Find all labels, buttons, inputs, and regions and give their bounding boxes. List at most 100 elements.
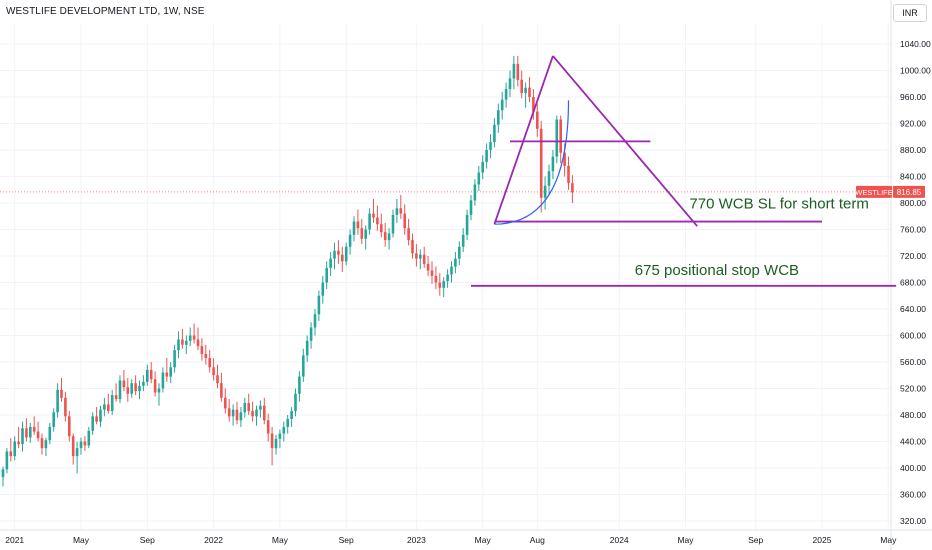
candle — [32, 416, 36, 435]
candle-body — [68, 416, 71, 437]
candle — [407, 218, 410, 246]
candle-body — [36, 431, 40, 439]
candle — [360, 218, 364, 245]
candle — [21, 421, 24, 452]
candle-body — [403, 213, 406, 229]
candle — [64, 391, 67, 422]
candle-body — [110, 395, 114, 412]
candle-body — [200, 346, 204, 355]
candle — [122, 369, 126, 392]
candle-body — [411, 240, 414, 254]
candle-body — [114, 395, 118, 400]
arc-curve — [494, 100, 570, 225]
annotation-label: 770 WCB SL for short term — [689, 195, 869, 212]
candle-body — [146, 369, 149, 382]
last-price-label: 816.85 — [897, 188, 922, 197]
candle-body — [399, 208, 403, 214]
candle-body — [516, 63, 520, 80]
candle-body — [380, 224, 383, 233]
candle-body — [188, 335, 192, 341]
candle — [341, 246, 344, 272]
candle-body — [64, 397, 67, 417]
y-tick-label: 880.00 — [900, 145, 926, 155]
candle-body — [91, 416, 94, 431]
x-axis: 2021 May Sep 2022 May Sep 2023 May Aug 2024 May Sep… — [5, 535, 897, 545]
candle — [290, 407, 293, 427]
candle — [56, 383, 59, 418]
candle — [356, 209, 360, 235]
candle — [500, 91, 504, 120]
candle-body — [298, 376, 301, 394]
candle — [224, 388, 227, 414]
y-tick-label: 1000.00 — [900, 66, 931, 76]
candle-body — [469, 200, 473, 215]
y-tick-label: 600.00 — [900, 331, 926, 341]
candle — [536, 103, 539, 137]
candle — [17, 426, 20, 449]
candle — [204, 344, 208, 365]
candle-body — [75, 448, 79, 457]
candle-body — [309, 327, 313, 341]
candle — [380, 213, 383, 238]
candle — [348, 229, 352, 255]
candle-body — [142, 381, 145, 386]
currency-selector[interactable]: INR — [893, 4, 927, 22]
x-tick-label: Sep — [748, 535, 763, 545]
candle-body — [21, 428, 24, 445]
candle — [1, 466, 5, 487]
candle-body — [500, 99, 504, 111]
candle — [247, 393, 250, 415]
candle — [430, 261, 434, 284]
candle — [344, 242, 348, 266]
candle — [524, 82, 527, 108]
candle — [298, 371, 301, 402]
candle-body — [450, 266, 453, 275]
candle-body — [149, 369, 153, 380]
candle — [138, 380, 141, 400]
candle-body — [247, 403, 250, 412]
candle — [146, 364, 149, 386]
candle — [422, 246, 426, 268]
candle-body — [138, 385, 141, 392]
candle-body — [321, 282, 325, 296]
candle — [107, 393, 110, 414]
candle — [149, 362, 153, 384]
candle — [481, 155, 484, 180]
candle — [442, 277, 445, 298]
candle-body — [383, 232, 387, 241]
candle-body — [387, 233, 391, 241]
candle — [337, 240, 340, 264]
candle — [9, 438, 13, 462]
candle-body — [426, 263, 430, 271]
candle-body — [563, 152, 566, 166]
candle — [504, 82, 508, 108]
candle — [231, 404, 235, 426]
candle — [493, 118, 496, 148]
candle-body — [169, 367, 172, 377]
candle-body — [547, 171, 551, 186]
candle-body — [567, 165, 570, 184]
candle-body — [559, 119, 562, 153]
candle — [188, 327, 192, 347]
y-tick-label: 400.00 — [900, 463, 926, 473]
candle-body — [536, 111, 539, 129]
candle-body — [278, 433, 282, 439]
candle — [71, 433, 75, 465]
candle — [134, 375, 137, 396]
candle-body — [99, 409, 102, 422]
candle-body — [458, 246, 461, 259]
candle-body — [270, 433, 274, 449]
x-tick-label: 2023 — [407, 535, 426, 545]
x-tick-label: 2024 — [610, 535, 629, 545]
candle — [352, 216, 356, 242]
candle-body — [83, 441, 87, 446]
candle-body — [422, 254, 426, 264]
candle — [196, 327, 200, 351]
candle-body — [539, 128, 543, 198]
candle-body — [153, 379, 157, 393]
candle-body — [430, 270, 434, 276]
candle — [309, 322, 313, 349]
candle — [259, 400, 262, 418]
candle — [567, 156, 570, 190]
